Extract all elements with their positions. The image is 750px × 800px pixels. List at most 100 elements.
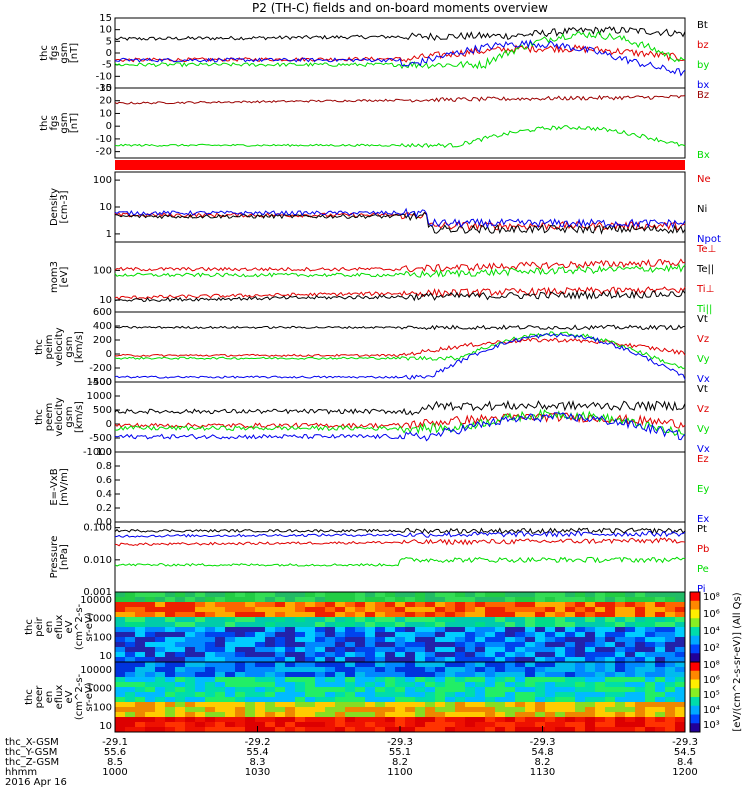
- spectrogram-cell: [465, 722, 476, 728]
- spectrogram-cell: [415, 657, 426, 663]
- spectrogram-cell: [115, 622, 126, 628]
- spectrogram-cell: [525, 707, 536, 713]
- spectrogram-cell: [575, 622, 586, 628]
- spectrogram-cell: [495, 692, 506, 698]
- spectrogram-cell: [365, 622, 376, 628]
- spectrogram-cell: [455, 682, 466, 688]
- series-line-Vx: [114, 412, 686, 442]
- spectrogram-cell: [585, 722, 596, 728]
- spectrogram-cell: [115, 707, 126, 713]
- spectrogram-cell: [195, 617, 206, 623]
- spectrogram-cell: [615, 707, 626, 713]
- series-line-Ti||: [114, 263, 686, 278]
- spectrogram-cell: [415, 602, 426, 608]
- spectrogram-cell: [205, 722, 216, 728]
- spectrogram-cell: [655, 712, 666, 718]
- spectrogram-cell: [605, 627, 616, 633]
- y-axis-label: velocity: [54, 397, 65, 436]
- spectrogram-cell: [115, 592, 126, 598]
- y-tick-label: 0.010: [83, 555, 112, 566]
- spectrogram-cell: [205, 627, 216, 633]
- spectrogram-cell: [345, 612, 356, 618]
- spectrogram-cell: [375, 617, 386, 623]
- spectrogram-cell: [355, 657, 366, 663]
- spectrogram-cell: [555, 607, 566, 613]
- spectrogram-cell: [115, 697, 126, 703]
- spectrogram-cell: [405, 657, 416, 663]
- y-tick-label: 100: [93, 175, 112, 186]
- spectrogram-cell: [245, 682, 256, 688]
- spectrogram-cell: [405, 627, 416, 633]
- spectrogram-cell: [385, 672, 396, 678]
- spectrogram-cell: [215, 642, 226, 648]
- spectrogram-cell: [275, 642, 286, 648]
- spectrogram-cell: [205, 642, 216, 648]
- spectrogram-cell: [385, 722, 396, 728]
- y-axis-label: [eV]: [59, 267, 70, 288]
- spectrogram-cell: [265, 717, 276, 723]
- spectrogram-cell: [575, 592, 586, 598]
- spectrogram-cell: [475, 707, 486, 713]
- spectrogram-cell: [145, 632, 156, 638]
- spectrogram-cell: [615, 697, 626, 703]
- spectrogram-cell: [635, 677, 646, 683]
- spectrogram-cell: [285, 627, 296, 633]
- spectrogram-cell: [415, 642, 426, 648]
- spectrogram-cell: [475, 607, 486, 613]
- spectrogram-cell: [555, 647, 566, 653]
- spectrogram-cell: [475, 642, 486, 648]
- spectrogram-cell: [655, 667, 666, 673]
- spectrogram-cell: [125, 617, 136, 623]
- spectrogram-cell: [455, 707, 466, 713]
- spectrogram-cell: [445, 727, 456, 733]
- panel-peir: thc peir en eflux eV (cm^2-s-sr-eV)1000010001…: [24, 591, 686, 663]
- spectrogram-cell: [305, 642, 316, 648]
- spectrogram-cell: [335, 652, 346, 658]
- spectrogram-cell: [415, 722, 426, 728]
- spectrogram-cell: [615, 717, 626, 723]
- spectrogram-cell: [315, 677, 326, 683]
- spectrogram-cell: [535, 637, 546, 643]
- spectrogram-cell: [575, 702, 586, 708]
- spectrogram-cell: [405, 612, 416, 618]
- spectrogram-cell: [255, 672, 266, 678]
- ephemeris-value: -29.2: [245, 737, 271, 748]
- spectrogram-cell: [215, 677, 226, 683]
- spectrogram-cell: [455, 627, 466, 633]
- spectrogram-cell: [655, 707, 666, 713]
- spectrogram-cell: [545, 677, 556, 683]
- spectrogram-cell: [365, 682, 376, 688]
- spectrogram-cell: [325, 632, 336, 638]
- spectrogram-cell: [615, 607, 626, 613]
- colorbar-swatch: [690, 688, 700, 698]
- spectrogram-cell: [345, 662, 356, 668]
- spectrogram-cell: [425, 692, 436, 698]
- red-band: [115, 160, 685, 170]
- spectrogram-cell: [355, 602, 366, 608]
- spectrogram-cell: [405, 632, 416, 638]
- spectrogram-cell: [185, 727, 196, 733]
- spectrogram-cell: [615, 657, 626, 663]
- spectrogram-cell: [595, 642, 606, 648]
- spectrogram-cell: [165, 667, 176, 673]
- ephemeris-value: 54.5: [674, 747, 696, 758]
- spectrogram-cell: [265, 712, 276, 718]
- spectrogram-cell: [615, 602, 626, 608]
- spectrogram-cell: [565, 627, 576, 633]
- spectrogram-cell: [295, 607, 306, 613]
- y-axis-label: mom3: [49, 261, 60, 293]
- spectrogram-cell: [125, 627, 136, 633]
- spectrogram-cell: [495, 702, 506, 708]
- spectrogram-cell: [265, 727, 276, 733]
- spectrogram-cell: [165, 597, 176, 603]
- spectrogram-cell: [255, 702, 266, 708]
- spectrogram-cell: [485, 692, 496, 698]
- spectrogram-cell: [555, 682, 566, 688]
- y-tick-label: 0: [106, 419, 112, 430]
- spectrogram-cell: [295, 667, 306, 673]
- spectrogram-cell: [135, 597, 146, 603]
- spectrogram-cell: [375, 592, 386, 598]
- spectrogram-cell: [645, 697, 656, 703]
- spectrogram-cell: [505, 667, 516, 673]
- series-line-Ne: [114, 211, 686, 232]
